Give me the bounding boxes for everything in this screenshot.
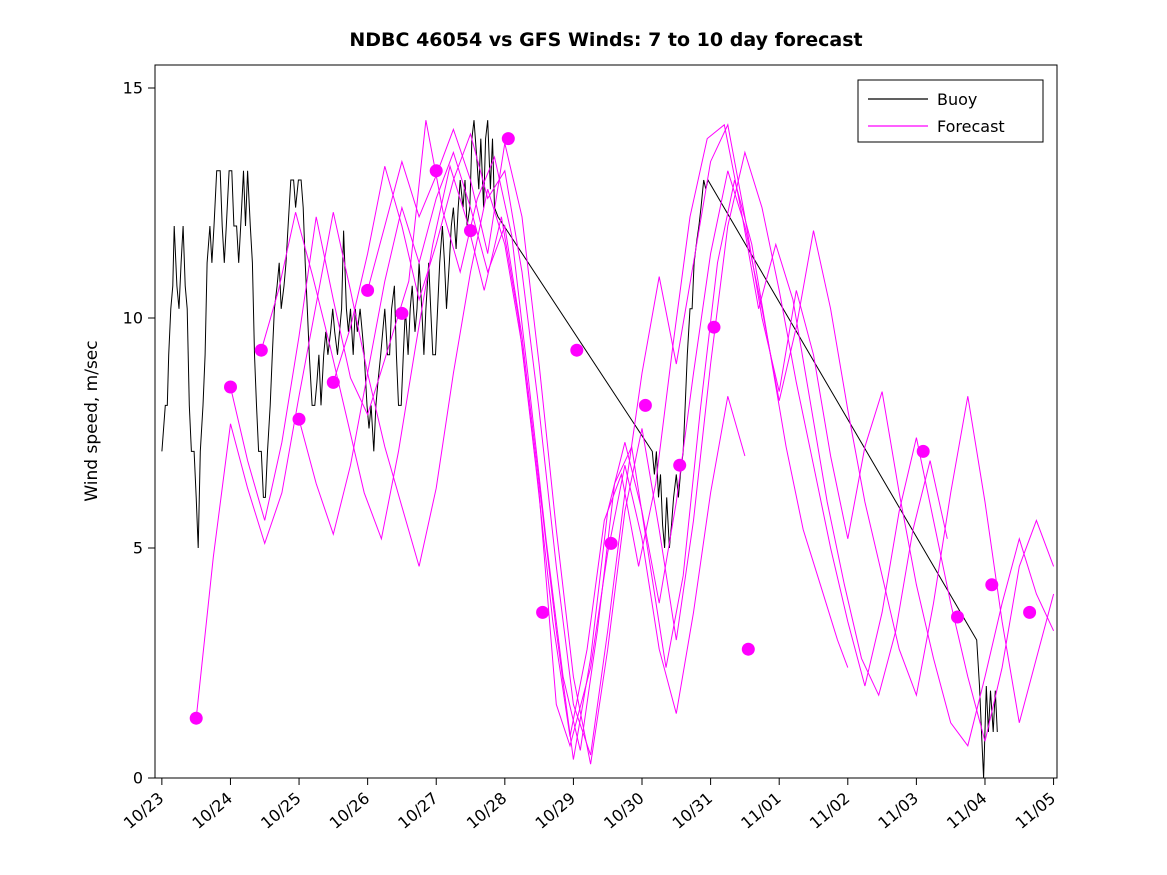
forecast-marker [707, 320, 721, 334]
forecast-line [298, 150, 1055, 760]
forecast-marker [604, 536, 618, 550]
buoy-line [161, 120, 998, 779]
forecast-marker [741, 642, 755, 656]
y-tick-label: 15 [123, 79, 143, 98]
forecast-marker [536, 605, 550, 619]
x-tick-label: 11/02 [806, 789, 854, 833]
y-axis-label: Wind speed, m/sec [82, 340, 102, 501]
forecast-marker [673, 458, 687, 472]
x-tick-label: 11/04 [943, 789, 991, 833]
series-layer [161, 120, 1055, 779]
axes-box [154, 64, 1058, 779]
x-tick-label: 10/27 [394, 789, 442, 833]
forecast-marker [570, 343, 584, 357]
legend-label-buoy: Buoy [937, 90, 977, 109]
x-tick-label: 11/01 [737, 789, 785, 833]
forecast-marker [361, 283, 375, 297]
forecast-marker [464, 224, 477, 238]
x-tick-label: 10/23 [120, 789, 168, 833]
forecast-marker [638, 398, 652, 412]
chart-title: NDBC 46054 vs GFS Winds: 7 to 10 day for… [349, 29, 862, 51]
x-tick-label: 10/25 [257, 789, 305, 833]
x-tick-label: 11/05 [1012, 789, 1060, 833]
y-tick-label: 10 [123, 309, 143, 328]
legend-box [857, 79, 1044, 143]
x-tick-label: 11/03 [874, 789, 922, 833]
y-tick-label: 0 [133, 769, 143, 788]
forecast-marker [429, 164, 443, 178]
legend-label-forecast: Forecast [937, 117, 1005, 136]
forecast-marker [224, 380, 237, 394]
forecast-marker [985, 578, 999, 592]
forecast-marker [254, 343, 268, 357]
forecast-line [195, 189, 746, 748]
x-tick-label: 10/29 [531, 789, 579, 833]
x-tick-label: 10/31 [669, 789, 717, 833]
legend: Buoy Forecast [857, 79, 1044, 143]
forecast-line [332, 123, 1055, 756]
y-tick-label: 5 [133, 539, 143, 558]
forecast-line [367, 127, 1055, 765]
x-tick-label: 10/24 [188, 789, 236, 833]
forecast-marker [292, 412, 306, 426]
x-tick-label: 10/26 [326, 789, 374, 833]
forecast-marker [326, 375, 340, 389]
forecast-marker [395, 306, 409, 320]
forecast-marker [951, 610, 964, 624]
forecast-line [260, 123, 948, 737]
x-tick-label: 10/30 [600, 789, 648, 833]
forecast-marker [189, 711, 203, 725]
x-tick-label: 10/28 [463, 789, 511, 833]
forecast-line [230, 120, 849, 751]
forecast-marker [916, 444, 930, 458]
forecast-marker [1023, 605, 1037, 619]
forecast-marker [501, 132, 515, 146]
